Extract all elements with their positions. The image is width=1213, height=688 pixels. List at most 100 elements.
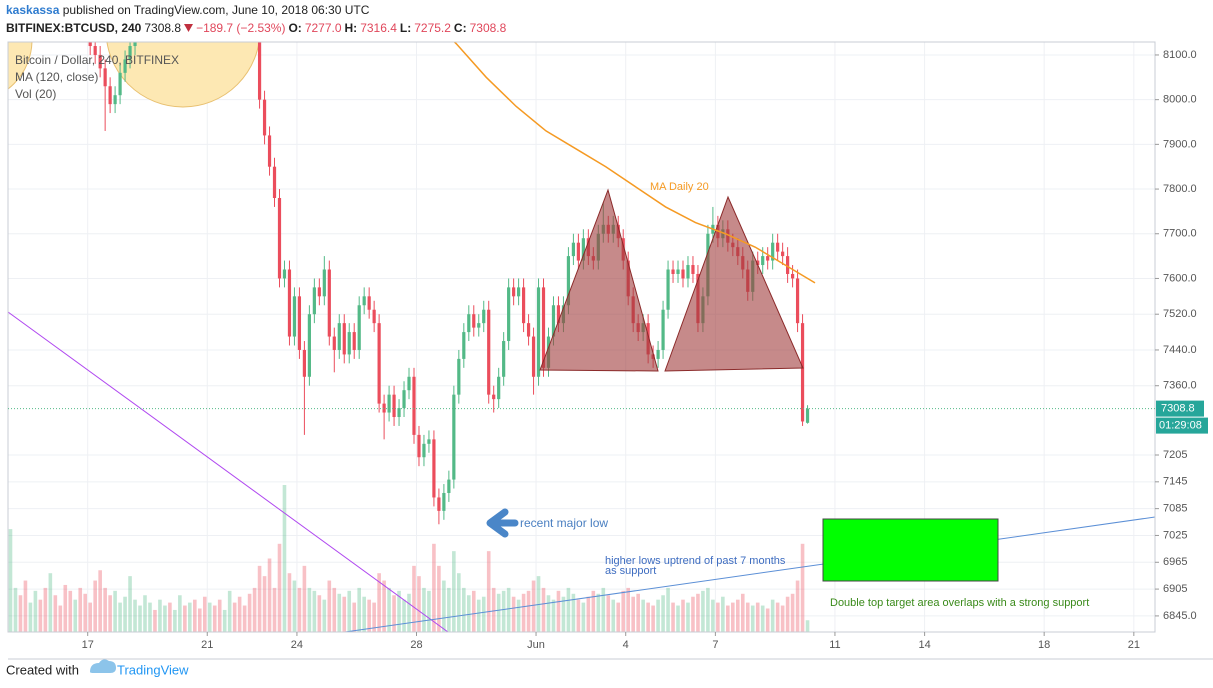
- x-tick-label: 24: [291, 639, 303, 651]
- volume-bar: [377, 573, 381, 632]
- volume-bar: [561, 596, 566, 632]
- volume-bar: [227, 590, 232, 632]
- volume-bar: [352, 602, 357, 632]
- y-tick-label: 7520.0: [1163, 308, 1197, 320]
- candle-body: [541, 287, 546, 368]
- footer-brand[interactable]: TradingView: [117, 662, 189, 677]
- candle-body: [671, 269, 675, 274]
- volume-bar: [551, 599, 556, 632]
- volume-bar: [222, 609, 227, 632]
- x-tick-label: 14: [918, 639, 930, 651]
- volume-bar: [541, 587, 546, 632]
- candle-body: [437, 497, 441, 511]
- candle-body: [337, 323, 341, 350]
- down-icon: [184, 24, 194, 32]
- volume-bar: [407, 593, 411, 632]
- candle-body: [472, 314, 476, 328]
- candle-body: [467, 314, 471, 333]
- volume-bar: [302, 565, 307, 632]
- candle-body: [566, 256, 571, 306]
- candle-body: [452, 394, 456, 480]
- candle-body: [776, 242, 780, 252]
- candle-body: [492, 394, 496, 400]
- volume-bar: [666, 587, 670, 632]
- candle-body: [487, 309, 491, 395]
- volume-bar: [506, 587, 511, 632]
- candle-body: [790, 273, 795, 279]
- candle-body: [402, 390, 406, 409]
- volume-bar: [546, 595, 551, 632]
- arrow: [486, 508, 519, 538]
- volume-bar: [457, 573, 461, 632]
- candle-body: [372, 309, 376, 324]
- volume-bar: [63, 584, 68, 632]
- volume-bar: [118, 602, 122, 632]
- volume-bar: [611, 599, 616, 632]
- candle-body: [262, 99, 267, 136]
- volume-bar: [606, 595, 611, 632]
- candle-body: [128, 46, 132, 60]
- x-tick-label: 21: [201, 639, 213, 651]
- candle-body: [98, 54, 102, 69]
- candle-body: [576, 242, 580, 261]
- volume-bar: [676, 605, 680, 632]
- candle-body: [103, 68, 107, 87]
- candle-body: [761, 256, 765, 266]
- drawings: [8, 42, 260, 108]
- volume-bar: [277, 543, 282, 632]
- candle-body: [432, 439, 436, 498]
- candle-body: [317, 287, 321, 297]
- volume-bar: [462, 587, 466, 632]
- volume-bar: [601, 587, 606, 632]
- candle-body: [427, 439, 431, 444]
- circle-drawing: [8, 42, 33, 90]
- candle-body: [108, 86, 112, 105]
- publish-line: kaskassa published on TradingView.com, J…: [6, 3, 372, 17]
- author[interactable]: kaskassa: [6, 3, 60, 17]
- candle-body: [691, 265, 695, 274]
- candle-body: [412, 376, 416, 435]
- volume-bar: [696, 593, 700, 632]
- candle-body: [362, 296, 366, 306]
- volume-bar: [447, 587, 451, 632]
- volume-bar: [501, 590, 506, 632]
- volume-bar: [197, 608, 202, 632]
- published: published on TradingView.com, June 10, 2…: [62, 3, 370, 17]
- candle-body: [686, 265, 690, 279]
- candle-body: [502, 341, 506, 377]
- candle-body: [477, 323, 481, 328]
- volume-bar: [481, 596, 486, 632]
- ohlc-label: C:: [453, 21, 467, 35]
- volume-bar: [232, 602, 237, 632]
- y-tick-label: 7205: [1163, 449, 1187, 461]
- volume-bar: [337, 593, 342, 632]
- volume-bar: [23, 580, 28, 632]
- candle-body: [766, 256, 770, 261]
- volume-bar: [596, 593, 601, 632]
- volume-bar: [412, 565, 416, 632]
- volume-bar: [68, 590, 73, 632]
- ohlc-value: 7275.2: [414, 21, 451, 35]
- y-tick-label: 6905: [1163, 583, 1187, 595]
- candle-body: [367, 296, 371, 310]
- candle-body: [676, 269, 680, 274]
- volume-bar: [183, 605, 187, 632]
- candle-body: [661, 309, 665, 350]
- volume-bar: [745, 602, 750, 632]
- candle-body: [666, 269, 670, 310]
- volume-bar: [282, 485, 287, 632]
- candle-body: [93, 46, 97, 55]
- volume-bar: [641, 599, 645, 632]
- volume-bar: [591, 590, 596, 632]
- volume-bar: [138, 605, 142, 632]
- legend-entry: MA (120, close): [15, 70, 98, 84]
- candle-body: [512, 287, 516, 297]
- annotation: higher lows uptrend of past 7 months: [605, 555, 786, 567]
- volume-bar: [586, 596, 591, 632]
- candle-body: [387, 394, 391, 413]
- y-tick-label: 6965: [1163, 556, 1187, 568]
- volume-bar: [471, 590, 476, 632]
- y-tick-label: 7800.0: [1163, 183, 1197, 195]
- volume-pane: [8, 485, 810, 632]
